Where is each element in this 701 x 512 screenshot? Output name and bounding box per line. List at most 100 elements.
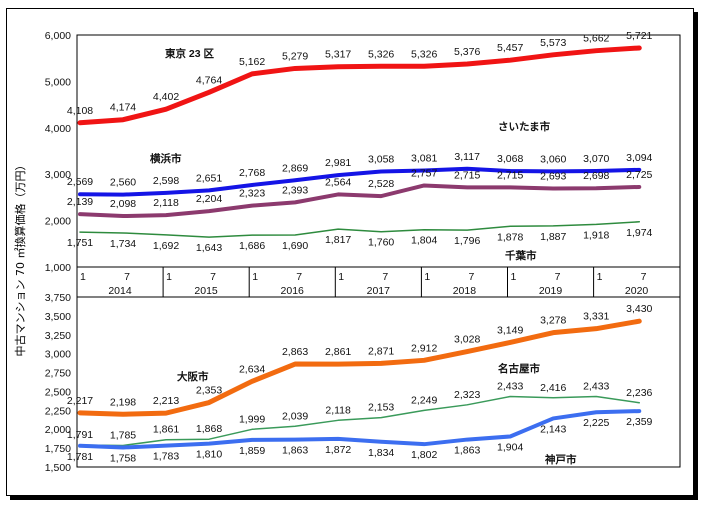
data-label: 2,118 [153, 197, 179, 209]
y-tick-label: 1,500 [45, 462, 71, 474]
year-label: 2018 [453, 285, 477, 297]
data-label: 1,785 [110, 429, 136, 441]
y-tick-label: 1,000 [45, 262, 71, 274]
data-label: 1,918 [583, 229, 609, 241]
data-label: 2,715 [454, 169, 480, 181]
y-tick-label: 3,250 [45, 330, 71, 342]
data-label: 2,236 [626, 387, 652, 399]
series-line-0 [77, 45, 642, 126]
month-tick-label: 7 [468, 271, 474, 283]
data-label: 1,861 [153, 424, 179, 436]
data-label: 2,560 [110, 177, 136, 189]
data-label: 1,887 [540, 231, 566, 243]
data-label: 1,904 [497, 441, 523, 453]
data-label: 2,869 [282, 162, 308, 174]
data-label: 2,359 [626, 416, 652, 428]
series-name-label: 東京 23 区 [165, 47, 215, 60]
year-label: 2017 [367, 285, 391, 297]
data-label: 3,028 [454, 334, 480, 346]
month-tick-label: 1 [338, 271, 344, 283]
data-label: 3,430 [626, 303, 652, 315]
data-label: 4,764 [196, 74, 222, 86]
data-label: 2,039 [282, 410, 308, 422]
y-tick-label: 3,500 [45, 311, 71, 323]
data-label: 5,721 [626, 30, 652, 42]
data-label: 2,204 [196, 193, 222, 205]
data-label: 2,757 [411, 167, 437, 179]
data-label: 2,725 [626, 169, 652, 181]
data-label: 2,323 [239, 188, 265, 200]
data-label: 2,217 [67, 395, 93, 407]
year-label: 2015 [194, 285, 218, 297]
data-label: 2,569 [67, 176, 93, 188]
series-name-label: さいたま市 [498, 120, 551, 133]
y-tick-label: 2,000 [45, 424, 71, 436]
data-label: 3,081 [411, 152, 437, 164]
data-label: 5,376 [454, 46, 480, 58]
data-label: 1,690 [282, 240, 308, 252]
series-name-label: 千葉市 [505, 249, 537, 262]
data-label: 2,153 [368, 402, 394, 414]
data-label: 1,999 [239, 413, 265, 425]
month-tick-label: 7 [296, 271, 302, 283]
data-label: 2,715 [497, 169, 523, 181]
month-tick-label: 1 [80, 271, 86, 283]
data-label: 2,912 [411, 342, 437, 354]
data-label: 1,692 [153, 240, 179, 252]
data-label: 1,796 [454, 235, 480, 247]
data-label: 3,278 [540, 315, 566, 327]
month-tick-label: 1 [597, 271, 603, 283]
data-label: 3,068 [497, 153, 523, 165]
series-line-2 [78, 183, 642, 219]
data-label: 1,734 [110, 238, 136, 250]
data-label: 1,791 [67, 429, 93, 441]
data-label: 1,643 [196, 242, 222, 254]
data-label: 5,457 [497, 42, 523, 54]
month-tick-label: 1 [166, 271, 172, 283]
data-label: 2,249 [411, 394, 437, 406]
month-tick-label: 1 [511, 271, 517, 283]
data-label: 4,108 [67, 105, 93, 117]
y-tick-label: 2,750 [45, 368, 71, 380]
data-label: 2,353 [196, 385, 222, 397]
data-label: 3,058 [368, 154, 394, 166]
data-label: 2,393 [282, 184, 308, 196]
data-label: 2,698 [583, 170, 609, 182]
data-label: 5,162 [239, 56, 265, 68]
series-name-label: 大阪市 [177, 370, 209, 383]
data-label: 1,758 [110, 453, 136, 465]
data-label: 1,817 [325, 234, 351, 246]
data-label: 1,760 [368, 237, 394, 249]
data-label: 2,198 [110, 396, 136, 408]
y-tick-label: 2,500 [45, 386, 71, 398]
month-tick-label: 1 [252, 271, 258, 283]
data-label: 5,279 [282, 50, 308, 62]
y-tick-label: 2,000 [45, 216, 71, 228]
month-tick-label: 7 [124, 271, 130, 283]
series-line-1 [78, 166, 642, 197]
data-label: 1,868 [196, 423, 222, 435]
data-label: 3,060 [540, 153, 566, 165]
year-label: 2020 [625, 285, 649, 297]
data-label: 5,326 [368, 48, 394, 60]
data-label: 1,863 [282, 445, 308, 457]
y-tick-label: 6,000 [45, 30, 71, 42]
data-label: 5,326 [411, 48, 437, 60]
data-label: 2,651 [196, 172, 222, 184]
y-tick-label: 2,250 [45, 405, 71, 417]
data-label: 2,981 [325, 157, 351, 169]
data-label: 1,834 [368, 447, 394, 459]
data-label: 2,416 [540, 382, 566, 394]
data-label: 3,149 [497, 324, 523, 336]
year-label: 2016 [281, 285, 305, 297]
data-label: 2,528 [368, 178, 394, 190]
year-label: 2019 [539, 285, 563, 297]
data-label: 3,331 [583, 311, 609, 323]
series-line-3 [79, 221, 641, 238]
y-tick-label: 5,000 [45, 76, 71, 88]
data-label: 3,070 [583, 153, 609, 165]
data-label: 2,634 [239, 363, 265, 375]
month-tick-label: 7 [210, 271, 216, 283]
y-tick-label: 3,000 [45, 349, 71, 361]
month-tick-label: 7 [641, 271, 647, 283]
